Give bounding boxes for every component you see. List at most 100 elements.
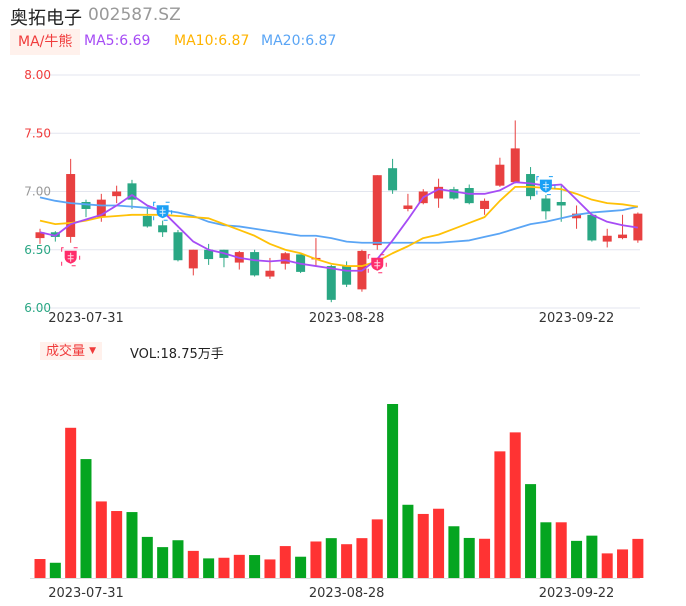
y-tick-label: 8.00	[24, 68, 51, 82]
candle-body	[112, 191, 122, 197]
volume-bar	[479, 538, 491, 578]
volume-value: VOL:18.75万手	[130, 347, 224, 362]
volume-bar	[525, 484, 537, 578]
candle-body	[403, 205, 413, 209]
signal-frame	[153, 201, 173, 221]
candle-body	[173, 232, 183, 261]
candle	[572, 205, 582, 229]
candle-body	[127, 183, 137, 200]
volume-bar	[65, 427, 77, 578]
candle	[556, 185, 566, 222]
candle	[403, 193, 413, 212]
candle-body	[50, 232, 60, 237]
ma20-legend: MA20:6.87	[261, 33, 337, 49]
candle	[66, 158, 76, 243]
volume-bar	[126, 512, 138, 578]
volume-bar	[356, 538, 368, 578]
candle-body	[35, 232, 45, 239]
candle-body	[510, 148, 520, 183]
volume-bar	[540, 522, 552, 578]
dropdown-arrow-icon: ▼	[89, 346, 97, 356]
candle-body	[464, 188, 474, 204]
volume-bar	[111, 511, 123, 578]
candle	[188, 249, 198, 276]
volume-bar	[371, 519, 383, 578]
x-tick-label: 2023-08-28	[309, 586, 385, 601]
volume-bar	[571, 540, 583, 578]
candle-body	[602, 235, 612, 242]
stock-name: 奥拓电子	[10, 8, 82, 29]
candle-body	[204, 249, 214, 260]
volume-bar	[157, 547, 169, 578]
stock-code: 002587.SZ	[88, 5, 181, 25]
candle-body	[188, 249, 198, 269]
candle-body	[618, 234, 628, 239]
signal-frame	[367, 254, 387, 274]
candle	[142, 206, 152, 228]
candle	[81, 199, 91, 218]
candle-body	[280, 253, 290, 264]
candle-body	[326, 266, 336, 300]
candle-body	[342, 266, 352, 285]
x-tick-label: 2023-09-22	[539, 311, 615, 326]
candle	[495, 157, 505, 187]
volume-bar	[49, 562, 61, 578]
ma10-legend: MA10:6.87	[174, 33, 250, 49]
x-tick-label: 2023-07-31	[48, 586, 124, 601]
volume-bar	[402, 504, 414, 578]
candle	[204, 243, 214, 265]
volume-bar	[95, 501, 107, 578]
volume-bar	[555, 522, 567, 578]
ma10-line	[39, 185, 639, 267]
volume-bar	[203, 558, 215, 578]
shield-glyph	[542, 181, 549, 191]
volume-bar	[509, 432, 521, 578]
candle	[326, 264, 336, 303]
volume-bar	[249, 555, 261, 578]
candle	[510, 120, 520, 184]
x-tick-label: 2023-09-22	[539, 586, 615, 601]
candle-body	[495, 164, 505, 186]
volume-bar	[586, 535, 598, 578]
ma5-line	[39, 181, 639, 272]
shield-glyph	[374, 259, 381, 269]
volume-bar	[463, 537, 475, 578]
candle	[541, 194, 551, 220]
candle-body	[587, 214, 597, 241]
volume-bar	[218, 557, 230, 578]
candle-body	[96, 199, 106, 218]
volume-bar	[80, 459, 92, 578]
candle	[388, 158, 398, 194]
candle-body	[556, 201, 566, 206]
candle-body	[372, 175, 382, 246]
volume-bar	[433, 508, 445, 578]
volume-bar	[601, 553, 613, 578]
volume-indicator-button[interactable]: 成交量 ▼	[40, 342, 103, 360]
ma-indicator-button[interactable]: MA/牛熊	[10, 29, 81, 55]
ma5-legend: MA5:6.69	[84, 33, 151, 49]
candle-body	[541, 198, 551, 212]
volume-bar	[617, 549, 629, 578]
signal-frame	[61, 247, 81, 267]
candle	[372, 175, 382, 250]
candle	[112, 185, 122, 204]
candle-body	[265, 270, 275, 277]
bear-signal-icon	[153, 201, 173, 221]
candle	[234, 250, 244, 270]
shield-glyph	[159, 207, 166, 217]
candle	[449, 186, 459, 200]
candle-body	[81, 201, 91, 209]
volume-bar	[341, 544, 353, 578]
candle	[173, 229, 183, 262]
volume-bar	[632, 538, 644, 578]
candle	[434, 178, 444, 208]
volume-bar	[172, 540, 184, 578]
y-tick-label: 6.50	[24, 243, 51, 257]
candle-body	[66, 174, 76, 237]
bear-signal-icon	[536, 176, 556, 196]
volume-bar	[141, 536, 153, 578]
volume-bar	[448, 526, 460, 578]
volume-bar	[264, 559, 276, 578]
candle-body	[480, 200, 490, 209]
